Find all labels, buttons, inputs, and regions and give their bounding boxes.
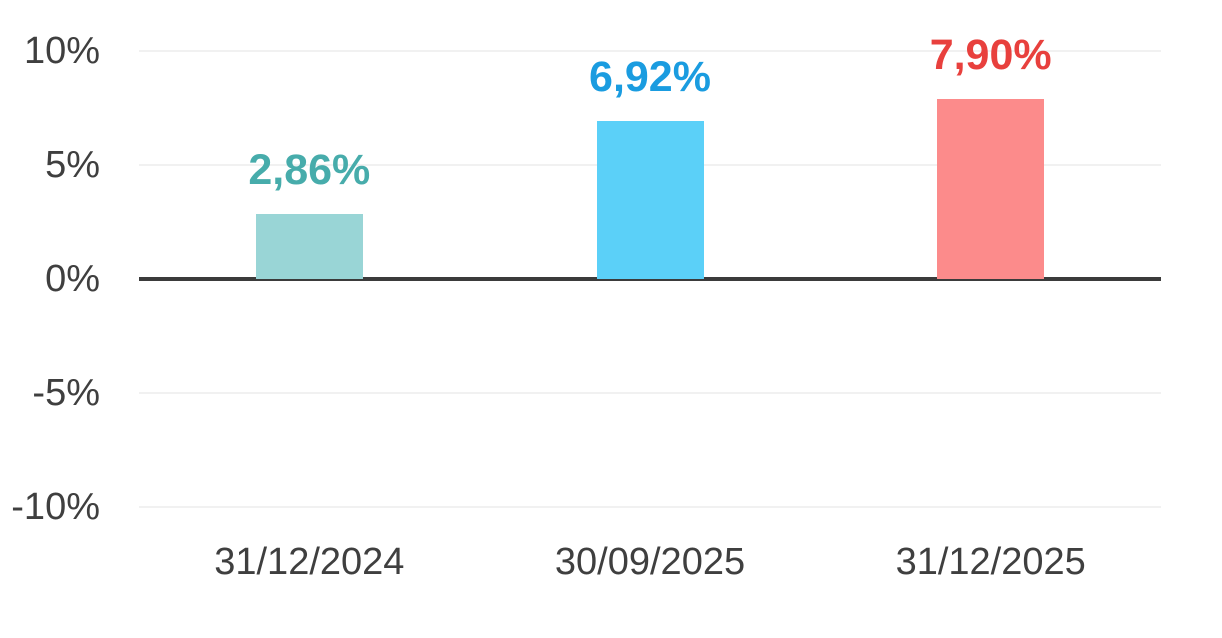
gridline	[139, 392, 1161, 394]
y-tick-label: 10%	[23, 30, 100, 72]
bar	[255, 213, 363, 279]
bar	[937, 98, 1045, 279]
x-tick-label: 30/09/2025	[554, 541, 746, 583]
gridline	[139, 506, 1161, 508]
y-tick-label: 0%	[45, 258, 100, 300]
gridline	[139, 50, 1161, 52]
bar-value-label: 7,90%	[929, 30, 1052, 79]
bar-value-label: 6,92%	[589, 53, 711, 102]
x-axis-line	[139, 277, 1161, 281]
x-tick-label: 31/12/2024	[214, 541, 405, 583]
y-tick-label: -5%	[32, 372, 100, 414]
bar	[596, 121, 704, 279]
y-tick-label: 5%	[45, 144, 100, 186]
y-tick-label: -10%	[11, 486, 100, 528]
x-tick-label: 31/12/2025	[895, 541, 1086, 583]
bar-value-label: 2,86%	[248, 145, 371, 194]
